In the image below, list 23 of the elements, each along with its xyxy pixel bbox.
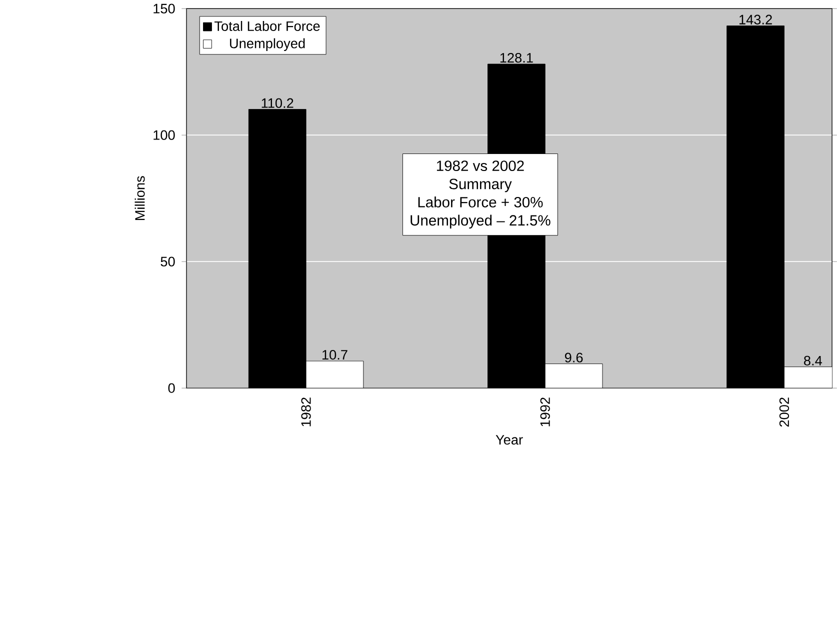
annotation: Unemployed – 21.5% — [410, 214, 550, 228]
legend-label: Unemployed — [230, 38, 305, 51]
legend-label: Total Labor Force — [214, 20, 320, 31]
x-tick-label: 1992 — [540, 397, 550, 426]
y-tick-label: 150 — [154, 4, 175, 14]
bar — [306, 360, 364, 388]
y-tick-label: 50 — [160, 256, 175, 266]
y-tick-label: 100 — [154, 130, 175, 140]
bar — [544, 363, 603, 388]
annotation: 1982 vs 2002 — [436, 160, 524, 171]
data-label: 8.4 — [804, 356, 822, 366]
annotation: Summary — [449, 178, 512, 192]
data-label: 9.6 — [564, 352, 583, 362]
data-label: 143.2 — [739, 14, 772, 24]
annotation: Labor Force + 30% — [418, 196, 543, 208]
x-axis-title: Year — [496, 434, 523, 444]
data-label: 110.2 — [262, 98, 294, 108]
y-axis-title: Millions — [134, 176, 145, 220]
data-label: 128.1 — [500, 52, 533, 62]
x-tick-label: 2002 — [779, 397, 790, 426]
data-label: 10.7 — [322, 350, 348, 360]
y-tick-label: 0 — [168, 383, 175, 393]
x-tick-label: 1982 — [301, 397, 311, 426]
